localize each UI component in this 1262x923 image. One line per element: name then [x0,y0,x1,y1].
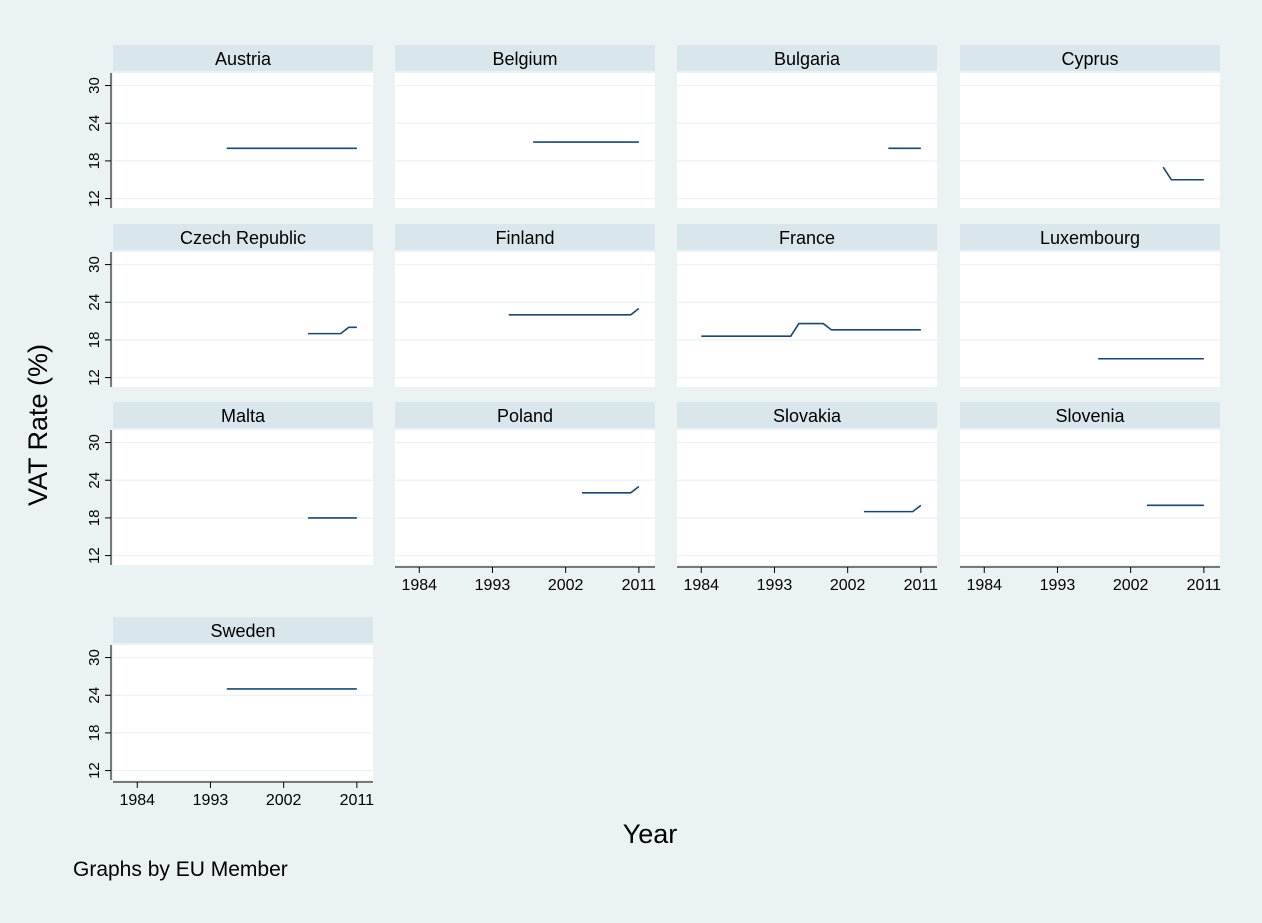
panel-header [677,45,937,71]
panel-title: Finland [495,228,554,248]
panel-header [395,224,655,250]
panel-header [113,45,373,71]
x-tick-label: 2011 [340,792,375,809]
panel-header [113,617,373,643]
y-tick-label: 18 [86,510,103,527]
x-tick-label: 1984 [683,577,719,594]
panel-title: Sweden [210,621,275,641]
x-tick-label: 1984 [966,577,1002,594]
y-tick-label: 30 [86,649,103,666]
y-tick-label: 18 [86,332,103,349]
panel-finland: Finland [395,224,655,387]
panel-title: Bulgaria [774,49,841,69]
panel-title: Austria [215,49,272,69]
panel-sweden: Sweden 12 18 24 30 1984 1993 2002 2011 [86,617,374,809]
panel-czech-republic: Czech Republic 12 18 24 30 [86,224,373,387]
x-tick-label: 1984 [119,792,155,809]
plot-area [113,252,373,387]
x-tick-label: 2011 [622,577,657,594]
y-tick-label: 12 [86,547,103,564]
panel-header [395,45,655,71]
plot-area [113,645,373,780]
y-tick-label: 12 [86,190,103,207]
panel-title: Malta [221,406,266,426]
x-tick-label: 1993 [475,577,511,594]
x-tick-label: 1984 [401,577,437,594]
panel-france: France [677,224,937,387]
plot-area [395,252,655,387]
plot-area [677,252,937,387]
x-tick-label: 2002 [830,577,866,594]
panel-title: Czech Republic [180,228,306,248]
plot-area [113,430,373,565]
plot-area [395,73,655,208]
series-line-poland [581,485,640,494]
y-tick-label: 12 [86,369,103,386]
x-tick-label: 1993 [193,792,229,809]
x-tick-label: 2002 [266,792,302,809]
panel-title: Cyprus [1061,49,1118,69]
y-tick-label: 12 [86,762,103,779]
panel-title: Slovenia [1055,406,1125,426]
panel-malta: Malta 12 18 24 30 [86,402,373,565]
x-tick-label: 2011 [904,577,939,594]
panel-title: Poland [497,406,553,426]
plot-area [960,430,1220,565]
plot-area [960,252,1220,387]
plot-area [677,430,937,565]
x-tick-label: 1993 [757,577,793,594]
x-axis-label: Year [623,819,678,849]
panel-luxembourg: Luxembourg [960,224,1220,387]
series-line-czech-republic [308,326,357,335]
panel-header [677,224,937,250]
panel-title: Luxembourg [1040,228,1140,248]
panel-header [960,45,1220,71]
panel-slovakia: Slovakia 1984 1993 2002 2011 [677,402,938,594]
panel-header [677,402,937,428]
plot-area [113,73,373,208]
x-tick-label: 2002 [548,577,584,594]
series-line-cyprus [1162,166,1204,181]
panel-header [960,402,1220,428]
panel-title: Belgium [492,49,557,69]
y-tick-label: 24 [86,472,103,489]
panel-header [395,402,655,428]
y-tick-label: 30 [86,434,103,451]
plot-area [960,73,1220,208]
panel-cyprus: Cyprus [960,45,1220,208]
panel-slovenia: Slovenia 1984 1993 2002 2011 [960,402,1221,594]
panel-header [113,224,373,250]
series-line-france [701,322,921,337]
y-tick-label: 18 [86,725,103,742]
plot-area [677,73,937,208]
panel-header [113,402,373,428]
plot-area [395,430,655,565]
panel-title: France [779,228,835,248]
panel-bulgaria: Bulgaria [677,45,937,208]
panel-poland: Poland 1984 1993 2002 2011 [395,402,656,594]
graphs-by-note: Graphs by EU Member [73,858,288,881]
series-line-finland [508,307,640,316]
y-tick-label: 30 [86,256,103,273]
x-tick-label: 2011 [1187,577,1222,594]
panel-title: Slovakia [773,406,842,426]
panel-austria: Austria 12 18 24 30 [86,45,373,208]
y-tick-label: 18 [86,153,103,170]
y-tick-label: 30 [86,77,103,94]
y-tick-label: 24 [86,115,103,132]
x-tick-label: 1993 [1040,577,1076,594]
panel-header [960,224,1220,250]
series-line-slovakia [863,504,922,513]
y-axis-label: VAT Rate (%) [23,344,53,506]
y-tick-label: 24 [86,294,103,311]
panel-belgium: Belgium [395,45,655,208]
y-tick-label: 24 [86,687,103,704]
x-tick-label: 2002 [1113,577,1149,594]
